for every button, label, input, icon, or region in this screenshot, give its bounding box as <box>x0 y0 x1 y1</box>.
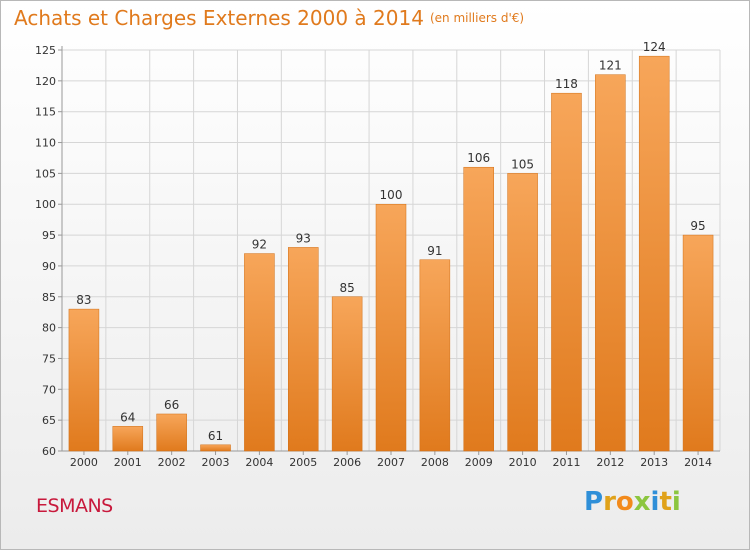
bar-2009 <box>463 166 494 452</box>
logo-letter: o <box>615 487 634 517</box>
logo-letter: i <box>650 487 660 517</box>
data-label-2009: 106 <box>467 151 490 165</box>
data-label-2002: 66 <box>164 398 179 412</box>
x-tick-label: 2006 <box>333 456 361 469</box>
y-tick-label: 85 <box>42 291 56 304</box>
bar-2013 <box>638 55 670 452</box>
data-label-2006: 85 <box>339 281 354 295</box>
logo-letter: i <box>671 487 681 517</box>
x-tick-label: 2014 <box>684 456 712 469</box>
logo-letter: t <box>659 487 672 517</box>
bar-2006 <box>331 296 363 452</box>
x-tick-label: 2007 <box>377 456 405 469</box>
bar-2005 <box>288 247 319 452</box>
x-tick-label: 2008 <box>421 456 449 469</box>
town-name: ESMANS <box>36 495 113 517</box>
y-tick-label: 105 <box>35 167 56 180</box>
logo-letter: P <box>584 487 604 517</box>
y-tick-label: 100 <box>35 198 56 211</box>
y-tick-label: 110 <box>35 137 56 150</box>
bar-2010 <box>507 173 538 452</box>
y-tick-label: 95 <box>42 229 56 242</box>
data-labels: 83 64 66 61 92 93 85 100 91 106 105 118 121 124 95 <box>76 40 705 443</box>
x-tick-label: 2002 <box>158 456 186 469</box>
data-label-2000: 83 <box>76 293 91 307</box>
data-label-2014: 95 <box>690 219 705 233</box>
data-label-2001: 64 <box>120 410 135 424</box>
y-tick-label: 70 <box>42 383 56 396</box>
y-tick-label: 75 <box>42 352 56 365</box>
bar-2003 <box>200 444 231 452</box>
x-tick-label: 2012 <box>596 456 624 469</box>
bar-2002 <box>156 413 187 452</box>
y-tick-label: 60 <box>42 445 56 458</box>
y-tick-label: 90 <box>42 260 56 273</box>
bar-2007 <box>375 203 407 452</box>
y-tick-label: 80 <box>42 322 56 335</box>
logo-letter: x <box>633 487 651 517</box>
x-tick-label: 2005 <box>289 456 317 469</box>
y-tick-label: 120 <box>35 75 56 88</box>
x-tick-label: 2009 <box>465 456 493 469</box>
bar-2008 <box>419 259 451 452</box>
proxiti-logo: Proxiti <box>584 487 681 517</box>
x-tick-label: 2001 <box>114 456 142 469</box>
chart-unit-label: (en milliers d'€) <box>429 11 525 25</box>
logo-letter: r <box>603 487 616 517</box>
x-tick-label: 2003 <box>202 456 230 469</box>
bars <box>68 55 714 452</box>
data-label-2004: 92 <box>252 238 267 252</box>
x-tick-label: 2011 <box>552 456 580 469</box>
y-tick-label: 115 <box>35 106 56 119</box>
data-label-2005: 93 <box>296 231 311 245</box>
data-label-2013: 124 <box>643 40 666 54</box>
x-tick-label: 2010 <box>509 456 537 469</box>
data-label-2008: 91 <box>427 244 442 258</box>
bar-2011 <box>551 92 582 452</box>
chart-title: Achats et Charges Externes 2000 à 2014 (e… <box>14 6 524 30</box>
bar-2000 <box>68 308 100 452</box>
data-label-2012: 121 <box>599 59 622 73</box>
bar-2014 <box>682 234 714 452</box>
y-tick-label: 65 <box>42 414 56 427</box>
chart-title-text: Achats et Charges Externes 2000 à 2014 <box>14 6 424 30</box>
data-label-2010: 105 <box>511 157 534 171</box>
x-tick-label: 2000 <box>70 456 98 469</box>
data-label-2003: 61 <box>208 429 223 443</box>
data-label-2011: 118 <box>555 77 578 91</box>
y-tick-label: 125 <box>35 44 56 57</box>
x-tick-label: 2004 <box>245 456 273 469</box>
bar-2012 <box>595 74 626 452</box>
data-label-2007: 100 <box>380 188 403 202</box>
bar-2001 <box>112 426 144 452</box>
x-tick-label: 2013 <box>640 456 668 469</box>
bar-2004 <box>244 253 275 452</box>
